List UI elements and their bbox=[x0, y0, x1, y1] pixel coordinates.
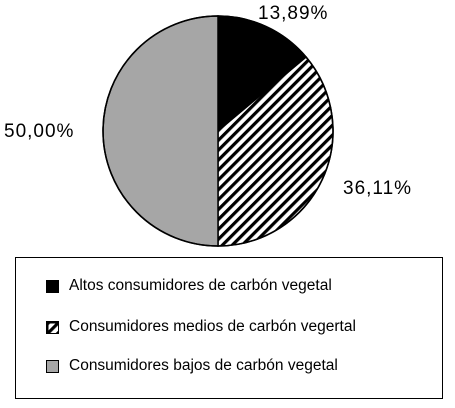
pie-outline bbox=[102, 15, 334, 247]
legend-label: Consumidores medios de carbón vegertal bbox=[69, 318, 356, 335]
legend-swatch-solid-black bbox=[46, 279, 59, 293]
legend-item-altos: Altos consumidores de carbón vegetal bbox=[46, 277, 332, 295]
pie-slice-bajos bbox=[102, 15, 219, 247]
legend-item-bajos: Consumidores bajos de carbón vegetal bbox=[46, 357, 338, 375]
slice-value-label-altos: 13,89% bbox=[258, 3, 329, 24]
legend-swatch-solid-gray bbox=[46, 359, 59, 373]
legend-item-medios: Consumidores medios de carbón vegertal bbox=[46, 318, 356, 336]
chart-legend: Altos consumidores de carbón vegetal Con… bbox=[15, 257, 443, 399]
slice-value-label-medios: 36,11% bbox=[343, 178, 413, 199]
legend-label: Consumidores bajos de carbón vegetal bbox=[69, 357, 338, 374]
legend-swatch-hatched bbox=[46, 320, 59, 334]
slice-value-label-bajos: 50,00% bbox=[4, 121, 75, 142]
legend-label: Altos consumidores de carbón vegetal bbox=[69, 277, 332, 294]
